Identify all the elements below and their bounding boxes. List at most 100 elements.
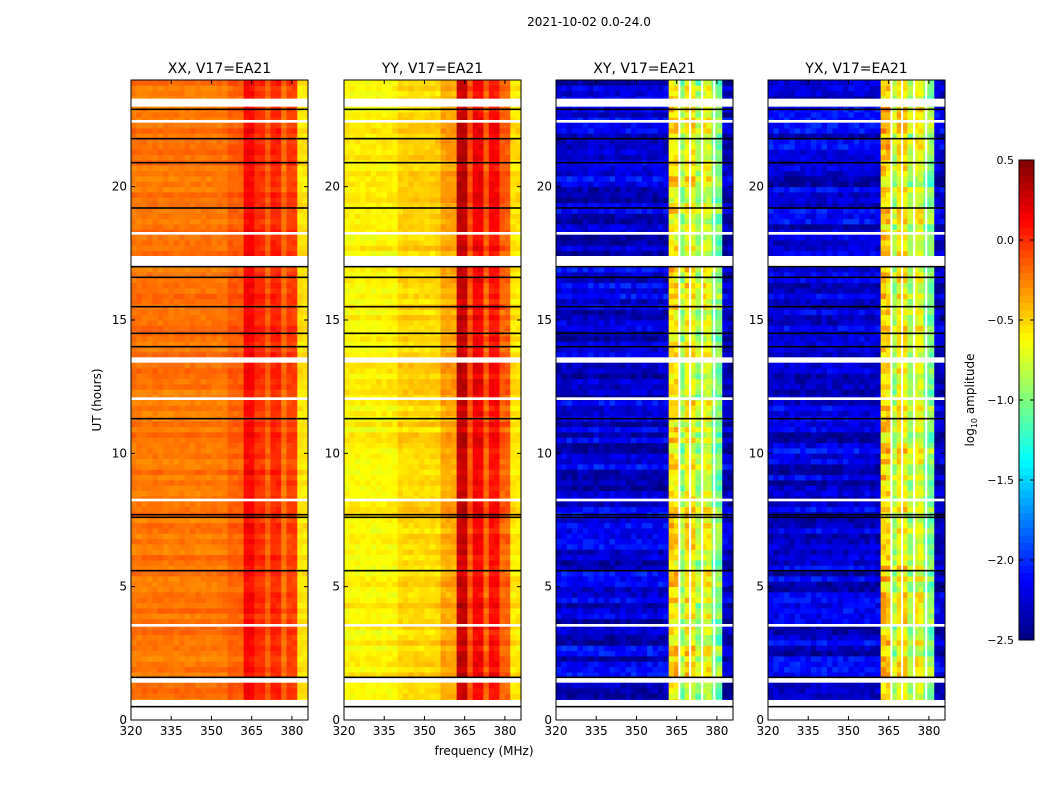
heatmap-cell bbox=[200, 144, 207, 150]
heatmap-cell bbox=[147, 592, 153, 598]
heatmap-cell bbox=[179, 80, 186, 86]
heatmap-cell bbox=[381, 602, 388, 609]
heatmap-cell bbox=[179, 320, 186, 326]
heatmap-cell bbox=[281, 608, 287, 614]
heatmap-cell bbox=[190, 213, 196, 220]
heatmap-cell bbox=[275, 458, 282, 465]
heatmap-cell bbox=[152, 517, 159, 524]
heatmap-cell bbox=[302, 650, 309, 657]
heatmap-cell bbox=[243, 602, 250, 609]
heatmap-cell bbox=[211, 490, 218, 497]
heatmap-cell bbox=[190, 565, 196, 572]
heatmap-cell bbox=[281, 560, 287, 566]
heatmap-cell bbox=[163, 602, 169, 609]
heatmap-cell bbox=[141, 202, 148, 209]
heatmap-cell bbox=[254, 624, 261, 630]
heatmap-cell bbox=[152, 154, 159, 161]
heatmap-cell bbox=[131, 165, 137, 172]
heatmap-cell bbox=[152, 389, 159, 396]
heatmap-cell bbox=[254, 618, 261, 625]
heatmap-cell bbox=[163, 362, 169, 369]
heatmap-cell bbox=[419, 602, 425, 609]
heatmap-cell bbox=[222, 245, 228, 252]
heatmap-cell bbox=[222, 586, 228, 593]
heatmap-cell bbox=[354, 640, 361, 646]
heatmap-cell bbox=[281, 485, 287, 492]
heatmap-cell bbox=[259, 437, 266, 444]
heatmap-cell bbox=[354, 634, 361, 641]
heatmap-cell bbox=[413, 608, 420, 614]
heatmap-cell bbox=[184, 597, 191, 604]
heatmap-cell bbox=[238, 293, 245, 300]
heatmap-cell bbox=[365, 693, 372, 700]
heatmap-cell bbox=[163, 336, 169, 342]
heatmap-cell bbox=[157, 640, 164, 646]
heatmap-cell bbox=[243, 581, 250, 588]
heatmap-cell bbox=[360, 586, 366, 593]
heatmap-cell bbox=[483, 613, 490, 620]
heatmap-cell bbox=[147, 250, 153, 257]
heatmap-cell bbox=[141, 624, 148, 630]
heatmap-cell bbox=[249, 592, 255, 598]
heatmap-cell bbox=[302, 85, 309, 92]
heatmap-cell bbox=[206, 368, 212, 374]
heatmap-cell bbox=[157, 373, 164, 380]
heatmap-cell bbox=[195, 549, 202, 556]
heatmap-cell bbox=[168, 672, 175, 678]
heatmap-cell bbox=[136, 570, 143, 577]
heatmap-cell bbox=[424, 666, 431, 673]
heatmap-cell bbox=[462, 666, 468, 673]
heatmap-cell bbox=[238, 506, 245, 513]
heatmap-cell bbox=[232, 352, 239, 358]
heatmap-cell bbox=[232, 400, 239, 406]
heatmap-cell bbox=[478, 581, 484, 588]
heatmap-cell bbox=[488, 634, 495, 641]
heatmap-cell bbox=[451, 682, 458, 689]
heatmap-cell bbox=[141, 186, 148, 193]
heatmap-cell bbox=[222, 544, 228, 550]
heatmap-cell bbox=[232, 282, 239, 289]
heatmap-cell bbox=[456, 693, 463, 700]
heatmap-cell bbox=[302, 224, 309, 230]
heatmap-cell bbox=[173, 522, 180, 529]
heatmap-cell bbox=[206, 224, 212, 230]
heatmap-cell bbox=[238, 469, 245, 476]
heatmap-cell bbox=[168, 501, 175, 508]
heatmap-cell bbox=[344, 586, 350, 593]
heatmap-cell bbox=[179, 90, 186, 97]
heatmap-cell bbox=[297, 592, 304, 598]
heatmap-cell bbox=[157, 634, 164, 641]
heatmap-cell bbox=[302, 517, 309, 524]
heatmap-cell bbox=[206, 192, 212, 198]
heatmap-cell bbox=[504, 682, 511, 689]
heatmap-cell bbox=[232, 442, 239, 449]
heatmap-cell bbox=[184, 378, 191, 385]
heatmap-cell bbox=[190, 570, 196, 577]
heatmap-cell bbox=[184, 554, 191, 561]
heatmap-cell bbox=[211, 389, 218, 396]
heatmap-cell bbox=[344, 565, 350, 572]
heatmap-cell bbox=[147, 656, 153, 662]
heatmap-cell bbox=[397, 640, 404, 646]
time-boundary-line bbox=[131, 676, 308, 679]
heatmap-cell bbox=[190, 368, 196, 374]
heatmap-cell bbox=[163, 586, 169, 593]
heatmap-cell bbox=[397, 650, 404, 657]
heatmap-cell bbox=[249, 517, 255, 524]
heatmap-cell bbox=[270, 325, 277, 332]
heatmap-cell bbox=[386, 608, 393, 614]
heatmap-cell bbox=[216, 650, 223, 657]
heatmap-cell bbox=[386, 682, 393, 689]
heatmap-cell bbox=[157, 298, 164, 305]
heatmap-cell bbox=[238, 154, 245, 161]
heatmap-cell bbox=[286, 640, 293, 646]
heatmap-cell bbox=[190, 293, 196, 300]
heatmap-cell bbox=[227, 618, 234, 625]
heatmap-cell bbox=[179, 389, 186, 396]
heatmap-cell bbox=[173, 405, 180, 412]
heatmap-cell bbox=[131, 298, 137, 305]
heatmap-cell bbox=[275, 144, 282, 150]
heatmap-cell bbox=[195, 213, 202, 220]
heatmap-cell bbox=[297, 586, 304, 593]
heatmap-cell bbox=[136, 373, 143, 380]
